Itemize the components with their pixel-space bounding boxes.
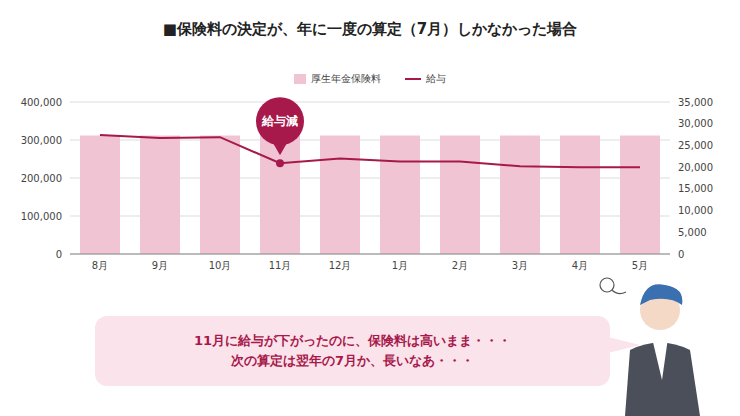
svg-text:0: 0	[678, 249, 684, 260]
svg-text:30,000: 30,000	[678, 118, 713, 129]
svg-text:5,000: 5,000	[678, 227, 707, 238]
svg-text:10月: 10月	[209, 260, 232, 271]
svg-text:10,000: 10,000	[678, 205, 713, 216]
svg-text:2月: 2月	[452, 260, 468, 271]
svg-text:給与減: 給与減	[261, 114, 298, 128]
svg-text:400,000: 400,000	[21, 97, 62, 108]
svg-text:25,000: 25,000	[678, 140, 713, 151]
html-text:給与: 給与	[426, 73, 446, 84]
svg-text:15,000: 15,000	[678, 183, 713, 194]
html-text:11月に給与が下がったのに、保険料は高いまま・・・: 11月に給与が下がったのに、保険料は高いまま・・・	[194, 333, 511, 348]
svg-text:8月: 8月	[92, 260, 108, 271]
svg-text:0: 0	[56, 249, 62, 260]
html-text:厚生年金保険料: 厚生年金保険料	[311, 73, 381, 84]
html-text:次の算定は翌年の7月か、長いなあ・・・: 次の算定は翌年の7月か、長いなあ・・・	[231, 353, 474, 368]
svg-text:100,000: 100,000	[21, 211, 62, 222]
svg-text:300,000: 300,000	[21, 135, 62, 146]
svg-text:5月: 5月	[632, 260, 648, 271]
svg-text:9月: 9月	[152, 260, 168, 271]
svg-text:3月: 3月	[512, 260, 528, 271]
html-text:■保険料の決定が、年に一度の算定（7月）しかなかった場合: ■保険料の決定が、年に一度の算定（7月）しかなかった場合	[162, 20, 578, 38]
svg-text:11月: 11月	[269, 260, 292, 271]
svg-text:200,000: 200,000	[21, 173, 62, 184]
svg-text:20,000: 20,000	[678, 162, 713, 173]
svg-text:35,000: 35,000	[678, 97, 713, 108]
svg-text:1月: 1月	[392, 260, 408, 271]
svg-text:4月: 4月	[572, 260, 588, 271]
svg-text:12月: 12月	[329, 260, 352, 271]
